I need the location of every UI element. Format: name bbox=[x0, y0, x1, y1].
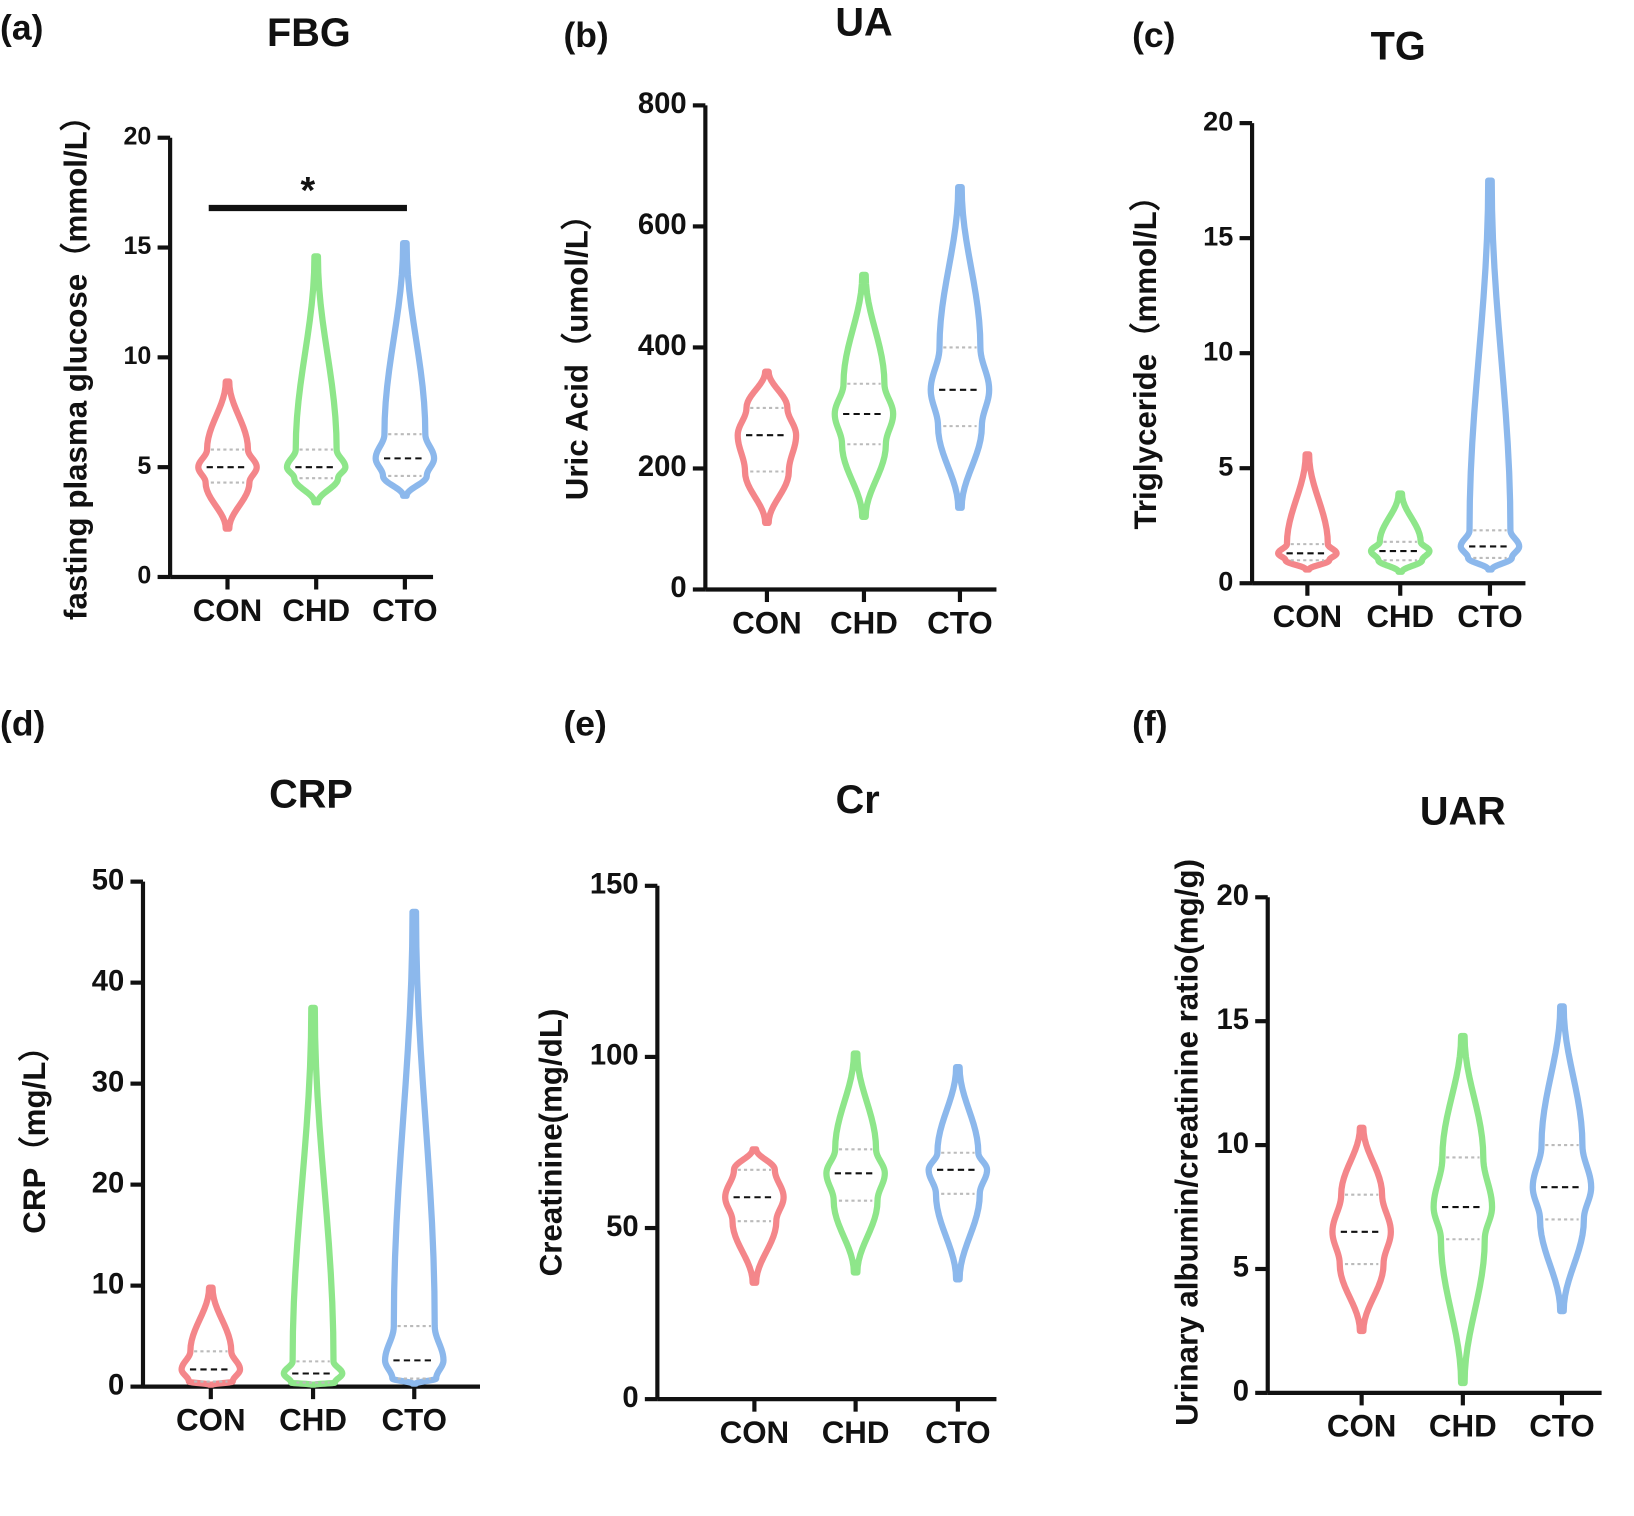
violin bbox=[1275, 451, 1340, 573]
y-axis-label: Uric Acid（umol/L） bbox=[559, 199, 594, 500]
violin bbox=[734, 368, 800, 527]
x-tick-label: CHD bbox=[830, 605, 898, 640]
y-tick-label: 0 bbox=[1218, 565, 1233, 596]
x-tick-label: CTO bbox=[925, 1415, 991, 1450]
violin bbox=[831, 271, 897, 521]
y-tick-label: 100 bbox=[590, 1040, 639, 1072]
x-tick-label: CHD bbox=[279, 1402, 347, 1437]
y-tick-label: 20 bbox=[1203, 105, 1233, 136]
violin bbox=[722, 1146, 787, 1286]
y-tick-label: 15 bbox=[1203, 220, 1233, 251]
x-tick-label: CHD bbox=[1366, 599, 1434, 634]
violin bbox=[823, 1050, 888, 1276]
chart-title: CRP bbox=[269, 773, 353, 817]
y-axis-label: Triglyceride（mmol/L） bbox=[1128, 180, 1163, 530]
violin bbox=[1529, 1003, 1595, 1315]
chart-title: UA bbox=[835, 0, 892, 44]
y-tick-label: 20 bbox=[92, 1167, 124, 1199]
violin bbox=[178, 1284, 244, 1388]
panel-label: (e) bbox=[563, 704, 606, 744]
y-tick-label: 10 bbox=[92, 1268, 124, 1300]
y-tick-label: 10 bbox=[123, 342, 151, 370]
x-tick-label: CTO bbox=[1457, 599, 1523, 634]
y-tick-label: 600 bbox=[638, 209, 687, 241]
y-tick-label: 10 bbox=[1203, 335, 1233, 366]
panel-label: (b) bbox=[563, 15, 608, 55]
violin bbox=[372, 240, 438, 499]
y-tick-label: 50 bbox=[606, 1211, 638, 1243]
violin bbox=[1367, 490, 1433, 575]
violin bbox=[195, 378, 260, 532]
x-tick-label: CTO bbox=[372, 593, 438, 628]
y-tick-label: 200 bbox=[638, 451, 687, 483]
panel-label: (c) bbox=[1132, 15, 1175, 55]
panel-label: (f) bbox=[1132, 704, 1167, 744]
panel-label: (d) bbox=[0, 704, 45, 744]
chart-title: TG bbox=[1371, 24, 1426, 68]
x-tick-label: CTO bbox=[927, 605, 992, 640]
y-tick-label: 30 bbox=[92, 1066, 124, 1098]
x-tick-label: CON bbox=[732, 605, 802, 640]
violin bbox=[280, 1004, 346, 1388]
x-tick-label: CHD bbox=[1429, 1409, 1497, 1444]
y-tick-label: 15 bbox=[1216, 1004, 1248, 1036]
violin bbox=[1430, 1032, 1496, 1387]
x-tick-label: CTO bbox=[1529, 1409, 1595, 1444]
violin bbox=[381, 908, 447, 1387]
y-tick-label: 0 bbox=[622, 1382, 638, 1414]
y-tick-label: 20 bbox=[123, 122, 151, 150]
violin bbox=[1329, 1124, 1394, 1335]
y-tick-label: 0 bbox=[108, 1369, 124, 1401]
y-tick-label: 15 bbox=[123, 232, 151, 260]
y-tick-label: 50 bbox=[92, 864, 124, 896]
x-tick-label: CON bbox=[1327, 1409, 1397, 1444]
y-tick-label: 5 bbox=[1233, 1252, 1249, 1284]
y-tick-label: 0 bbox=[1233, 1376, 1249, 1408]
y-axis-label: Urinary albumin/creatinine ratio(mg/g) bbox=[1170, 859, 1205, 1426]
y-tick-label: 400 bbox=[638, 330, 687, 362]
violin bbox=[925, 1064, 991, 1283]
y-tick-label: 0 bbox=[670, 572, 686, 604]
violin bbox=[927, 183, 993, 511]
chart-title: Cr bbox=[836, 778, 880, 822]
y-tick-label: 0 bbox=[137, 562, 151, 590]
y-axis-label: CRP（mg/L） bbox=[17, 1030, 52, 1233]
x-tick-label: CHD bbox=[282, 593, 350, 628]
x-tick-label: CON bbox=[193, 593, 263, 628]
violin bbox=[1457, 177, 1523, 573]
y-tick-label: 5 bbox=[1218, 450, 1233, 481]
x-tick-label: CON bbox=[720, 1415, 790, 1450]
x-tick-label: CHD bbox=[822, 1415, 890, 1450]
significance-label: * bbox=[301, 169, 316, 211]
y-tick-label: 10 bbox=[1216, 1128, 1248, 1160]
y-axis-label: fasting plasma glucose（mmol/L） bbox=[59, 100, 94, 620]
panel-label: (a) bbox=[0, 8, 43, 48]
y-tick-label: 150 bbox=[590, 869, 639, 901]
y-tick-label: 40 bbox=[92, 965, 124, 997]
x-tick-label: CON bbox=[1273, 599, 1343, 634]
y-tick-label: 20 bbox=[1216, 880, 1248, 912]
y-tick-label: 800 bbox=[638, 88, 687, 120]
violin bbox=[283, 253, 349, 506]
y-tick-label: 5 bbox=[137, 452, 151, 480]
x-tick-label: CTO bbox=[382, 1402, 448, 1437]
chart-title: FBG bbox=[267, 11, 351, 55]
chart-title: UAR bbox=[1420, 789, 1506, 833]
x-tick-label: CON bbox=[176, 1402, 246, 1437]
y-axis-label: Creatinine(mg/dL) bbox=[533, 1009, 568, 1277]
